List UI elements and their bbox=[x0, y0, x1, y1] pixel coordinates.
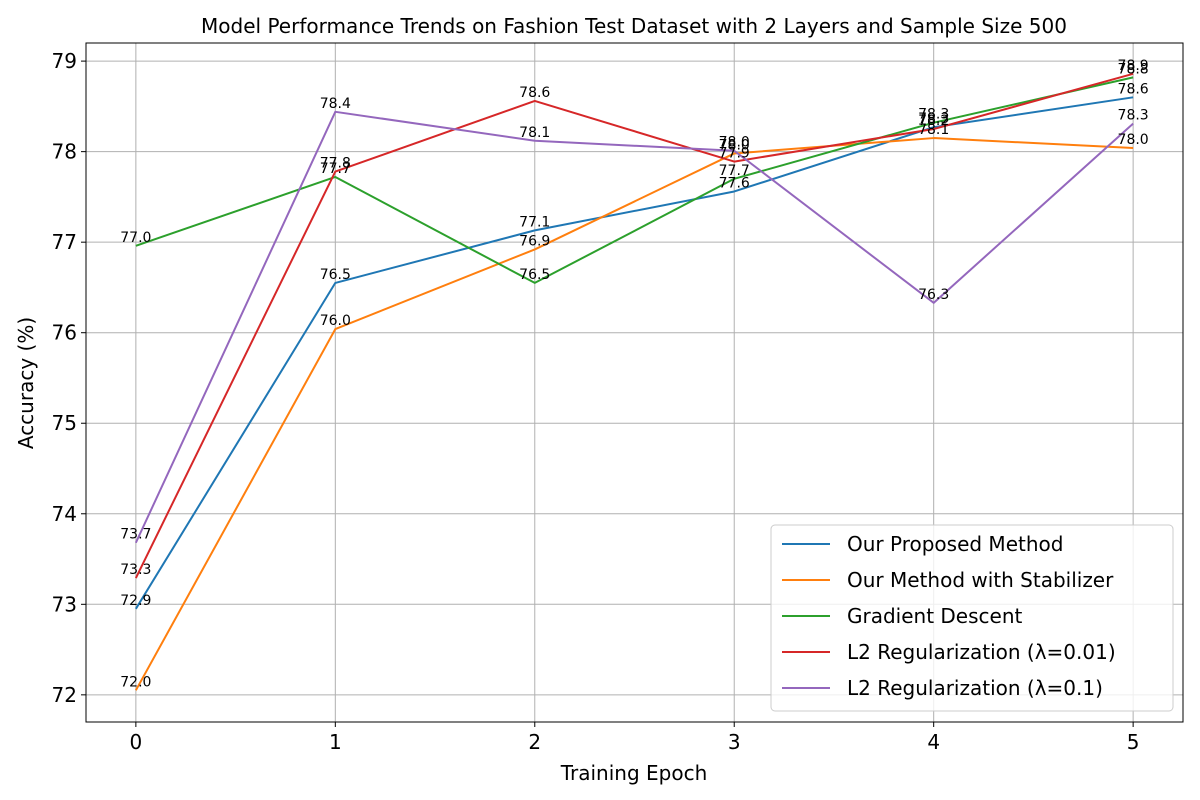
data-label: 76.5 bbox=[519, 267, 550, 283]
legend: Our Proposed Method Our Method with Stabi… bbox=[770, 524, 1174, 712]
legend-box bbox=[770, 524, 1174, 712]
plot-frame bbox=[85, 42, 1184, 723]
legend-entry: Our Proposed Method bbox=[847, 532, 1063, 556]
data-label: 78.1 bbox=[918, 122, 949, 138]
y-tick-label: 75 bbox=[52, 411, 77, 435]
data-label: 72.9 bbox=[120, 593, 151, 609]
data-label: 78.6 bbox=[1118, 81, 1149, 97]
y-tick-label: 78 bbox=[52, 140, 77, 164]
legend-entry: L2 Regularization (λ=0.1) bbox=[847, 676, 1103, 700]
data-label: 77.0 bbox=[120, 230, 151, 246]
data-label: 77.7 bbox=[719, 163, 750, 179]
data-label: 78.2 bbox=[918, 113, 949, 129]
data-label: 78.3 bbox=[918, 111, 949, 127]
series-line-0 bbox=[135, 96, 1134, 610]
data-label: 78.0 bbox=[1118, 132, 1149, 148]
legend-entry: Gradient Descent bbox=[847, 604, 1023, 628]
data-label: 78.0 bbox=[719, 135, 750, 151]
data-label: 78.6 bbox=[519, 85, 550, 101]
series-lines bbox=[134, 72, 1134, 691]
data-label: 77.6 bbox=[719, 175, 750, 191]
x-axis-label: Training Epoch bbox=[560, 761, 708, 785]
y-tick-label: 79 bbox=[52, 49, 77, 73]
data-label: 73.7 bbox=[120, 527, 151, 543]
y-tick-label: 73 bbox=[52, 592, 77, 616]
y-tick-label: 76 bbox=[52, 321, 77, 345]
data-label: 77.7 bbox=[320, 161, 351, 177]
data-label: 76.9 bbox=[519, 233, 550, 249]
y-tick-label: 77 bbox=[52, 230, 77, 254]
data-label: 78.1 bbox=[519, 125, 550, 141]
grid bbox=[86, 43, 1183, 722]
x-tick-label: 1 bbox=[329, 730, 342, 754]
series-line-3 bbox=[134, 72, 1134, 579]
y-tick-label: 74 bbox=[52, 502, 77, 526]
chart-title: Model Performance Trends on Fashion Test… bbox=[201, 14, 1067, 38]
data-label: 78.3 bbox=[918, 107, 949, 123]
data-label: 78.3 bbox=[1118, 108, 1149, 124]
x-tick-label: 0 bbox=[129, 730, 142, 754]
data-label: 77.8 bbox=[320, 156, 351, 172]
data-label: 73.3 bbox=[120, 562, 151, 578]
y-axis-label: Accuracy (%) bbox=[14, 317, 38, 449]
data-label: 76.0 bbox=[320, 313, 351, 329]
x-axis-ticks: 0 1 2 3 4 5 bbox=[129, 722, 1140, 754]
data-label: 78.4 bbox=[320, 96, 351, 112]
series-line-2 bbox=[135, 76, 1134, 284]
series-line-4 bbox=[134, 110, 1134, 544]
x-tick-label: 4 bbox=[927, 730, 940, 754]
data-label: 78.0 bbox=[719, 137, 750, 153]
data-label: 77.9 bbox=[719, 146, 750, 162]
data-label: 76.3 bbox=[918, 287, 949, 303]
data-label: 78.8 bbox=[1118, 61, 1149, 77]
data-labels: 72.9 76.5 77.1 77.6 78.3 78.6 72.0 76.0 76.9 78.0… bbox=[120, 58, 1149, 691]
y-axis-ticks: 72 73 74 75 76 77 78 79 bbox=[52, 49, 86, 707]
data-label: 76.5 bbox=[320, 267, 351, 283]
data-label: 72.0 bbox=[120, 674, 151, 690]
x-tick-label: 3 bbox=[728, 730, 741, 754]
y-tick-label: 72 bbox=[52, 683, 77, 707]
data-label: 77.1 bbox=[519, 214, 550, 230]
legend-entry: L2 Regularization (λ=0.01) bbox=[847, 640, 1116, 664]
x-tick-label: 5 bbox=[1127, 730, 1140, 754]
data-label: 78.9 bbox=[1118, 58, 1149, 74]
x-tick-label: 2 bbox=[528, 730, 541, 754]
legend-entry: Our Method with Stabilizer bbox=[847, 568, 1114, 592]
series-line-1 bbox=[134, 137, 1134, 691]
